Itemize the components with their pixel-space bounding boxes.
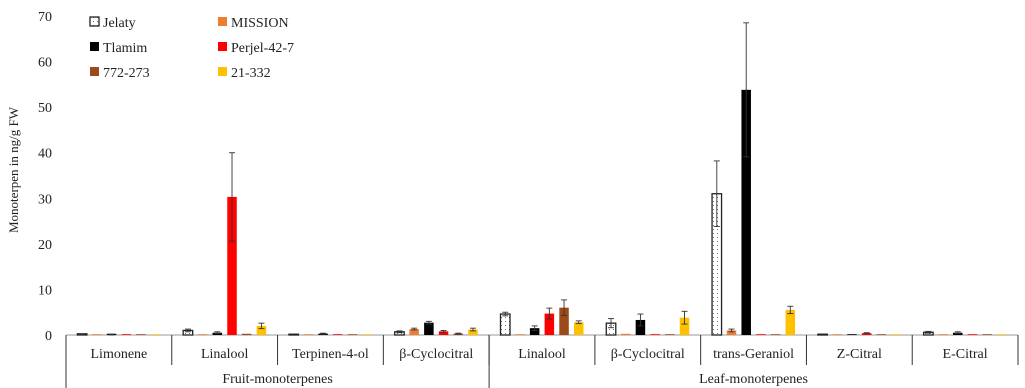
bar	[409, 329, 419, 335]
bar	[997, 334, 1007, 335]
bar	[620, 333, 631, 335]
legend-swatch	[90, 67, 99, 76]
bar	[150, 334, 161, 335]
y-axis-label: Monoterpen in ng/g FW	[6, 106, 21, 233]
legend-swatch	[218, 17, 227, 26]
bar	[197, 334, 208, 335]
bars	[76, 22, 1007, 336]
y-tick-label: 10	[38, 283, 52, 298]
bar	[665, 334, 675, 335]
bar	[121, 334, 131, 335]
y-tick-label: 0	[45, 329, 52, 344]
bar	[515, 334, 525, 335]
bar	[832, 334, 843, 335]
bar	[650, 334, 660, 335]
bar	[468, 329, 478, 335]
group-label: Fruit-monoterpenes	[222, 372, 332, 387]
legend: Jelaty MISSION Tlamim Perjel-42-7 772-273 21-…	[89, 16, 294, 81]
category-label: Terpinen-4-ol	[292, 347, 369, 362]
bar	[256, 325, 267, 335]
y-axis: 0 10 20 30 40 50 60 70	[38, 10, 52, 344]
bar	[227, 196, 237, 335]
category-label: Linalool	[201, 347, 249, 362]
bar	[438, 331, 449, 335]
category-label: Z-Citral	[837, 347, 882, 362]
y-tick-label: 50	[38, 101, 52, 116]
y-tick-label: 60	[38, 56, 52, 71]
bar	[574, 322, 584, 335]
bar	[635, 319, 646, 335]
bar	[529, 328, 540, 335]
legend-label: 772-273	[103, 66, 150, 81]
legend-swatch	[90, 42, 99, 51]
bar	[785, 309, 796, 335]
bar	[333, 334, 343, 335]
category-label: E-Citral	[943, 347, 988, 362]
bar	[499, 313, 511, 336]
legend-label: Jelaty	[103, 16, 136, 31]
bar	[847, 334, 857, 335]
bar	[891, 334, 901, 335]
bar	[938, 334, 948, 335]
bar	[559, 307, 569, 335]
bar	[303, 334, 314, 335]
legend-swatch	[89, 16, 100, 27]
y-tick-label: 40	[38, 147, 52, 162]
legend-swatch	[218, 42, 227, 51]
bar	[770, 334, 781, 335]
x-axis: Fruit-monoterpenes Leaf-monoterpenes Limon…	[65, 334, 1019, 388]
bar	[241, 333, 252, 335]
bar	[756, 334, 766, 335]
group-label: Leaf-monoterpenes	[699, 372, 808, 387]
bar	[92, 334, 102, 335]
bar	[982, 334, 992, 335]
bar	[347, 334, 358, 335]
y-tick-label: 20	[38, 238, 52, 253]
category-label: β-Cyclocitral	[611, 347, 685, 362]
bar	[362, 334, 372, 335]
bar	[424, 322, 434, 335]
y-tick-label: 70	[38, 10, 52, 25]
bar	[726, 330, 737, 335]
bar	[741, 89, 751, 335]
bar	[861, 333, 872, 335]
legend-swatch	[218, 67, 227, 76]
legend-label: Tlamim	[103, 41, 147, 56]
category-label: trans-Geraniol	[713, 347, 794, 362]
bar	[817, 333, 828, 336]
y-tick-label: 30	[38, 192, 52, 207]
category-label: Limonene	[91, 347, 148, 362]
category-label: β-Cyclocitral	[399, 347, 473, 362]
bar	[967, 334, 978, 335]
bar	[288, 333, 300, 336]
legend-label: Perjel-42-7	[231, 41, 294, 56]
bar	[544, 313, 555, 335]
bar	[136, 334, 146, 335]
bar	[679, 317, 690, 335]
category-label: Linalool	[518, 347, 566, 362]
bar	[876, 334, 887, 335]
legend-label: MISSION	[231, 16, 289, 31]
legend-label: 21-332	[231, 66, 271, 81]
